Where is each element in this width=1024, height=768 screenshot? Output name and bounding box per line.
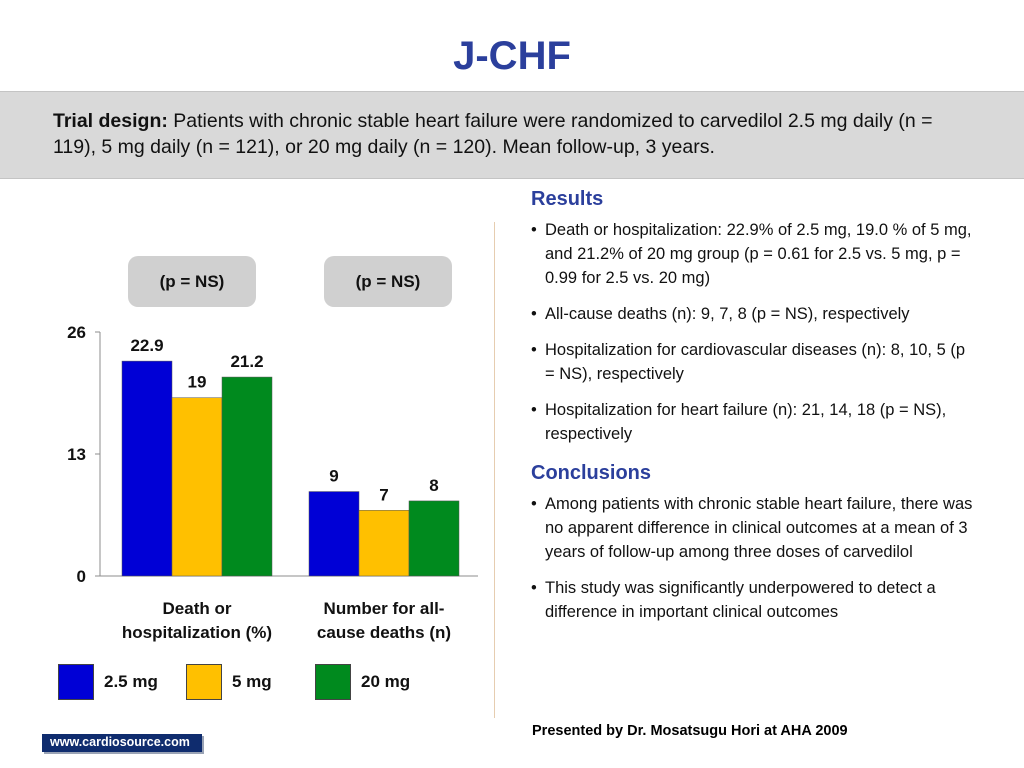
bar-chart: 0 13 26 22.9 19 21.2 Death or hospitalization (… xyxy=(67,323,478,642)
trial-design-body: Patients with chronic stable heart failu… xyxy=(53,110,933,158)
results-item: All-cause deaths (n): 9, 7, 8 (p = NS), … xyxy=(531,302,976,326)
conclusions-item: This study was significantly underpowere… xyxy=(531,576,976,624)
results-list: Death or hospitalization: 22.9% of 2.5 m… xyxy=(531,218,976,446)
legend-swatch-5mg xyxy=(186,664,222,700)
bar-value-label: 22.9 xyxy=(130,336,163,355)
conclusions-list: Among patients with chronic stable heart… xyxy=(531,492,976,624)
trial-design-band xyxy=(0,91,1024,179)
results-heading: Results xyxy=(531,188,604,210)
bar-value-label: 21.2 xyxy=(230,352,263,371)
results-item: Death or hospitalization: 22.9% of 2.5 m… xyxy=(531,218,976,290)
legend-label-5mg: 5 mg xyxy=(232,672,272,691)
legend-swatch-20mg xyxy=(315,664,351,700)
results-item: Hospitalization for heart failure (n): 2… xyxy=(531,398,976,446)
results-panel: Results Death or hospitalization: 22.9% … xyxy=(531,188,976,636)
cardiosource-logo-band xyxy=(42,734,202,752)
x-category-label: hospitalization (%) xyxy=(122,623,272,642)
trial-design-text: Trial design: Patients with chronic stab… xyxy=(53,108,978,160)
legend-label-20mg: 20 mg xyxy=(361,672,411,691)
legend-label-2-5mg: 2.5 mg xyxy=(104,672,158,691)
bar-2-5-mg-deaths xyxy=(308,491,360,577)
y-tick-label: 13 xyxy=(67,445,86,464)
bar-5-mg-deaths xyxy=(358,510,410,577)
bar-value-label: 7 xyxy=(379,485,388,504)
p-value-box-death-hosp: (p = NS) xyxy=(128,256,256,307)
y-tick-label: 26 xyxy=(67,323,86,342)
bar-value-label: 9 xyxy=(329,467,338,486)
bar-20-mg-death-hosp xyxy=(221,376,273,577)
bar-value-label: 8 xyxy=(429,476,438,495)
slide-title: J-CHF xyxy=(453,34,571,78)
bar-5-mg-death-hosp xyxy=(171,397,223,577)
y-tick-label: 0 xyxy=(77,567,86,586)
trial-design-lead: Trial design: xyxy=(53,110,168,132)
column-divider xyxy=(494,222,495,718)
bar-20-mg-deaths xyxy=(408,500,460,577)
x-category-label: cause deaths (n) xyxy=(317,623,451,642)
results-item: Hospitalization for cardiovascular disea… xyxy=(531,338,976,386)
conclusions-heading: Conclusions xyxy=(531,462,652,484)
x-category-label: Number for all- xyxy=(324,599,445,618)
x-category-label: Death or xyxy=(163,599,232,618)
conclusions-item: Among patients with chronic stable heart… xyxy=(531,492,976,564)
p-value-box-deaths: (p = NS) xyxy=(324,256,452,307)
cardiosource-logo: www.cardiosource.com xyxy=(50,735,190,749)
presenter-credit: Presented by Dr. Mosatsugu Hori at AHA 2… xyxy=(532,723,848,739)
bar-2-5-mg-death-hosp xyxy=(121,360,173,577)
legend-swatch-2-5mg xyxy=(58,664,94,700)
bar-value-label: 19 xyxy=(188,373,207,392)
